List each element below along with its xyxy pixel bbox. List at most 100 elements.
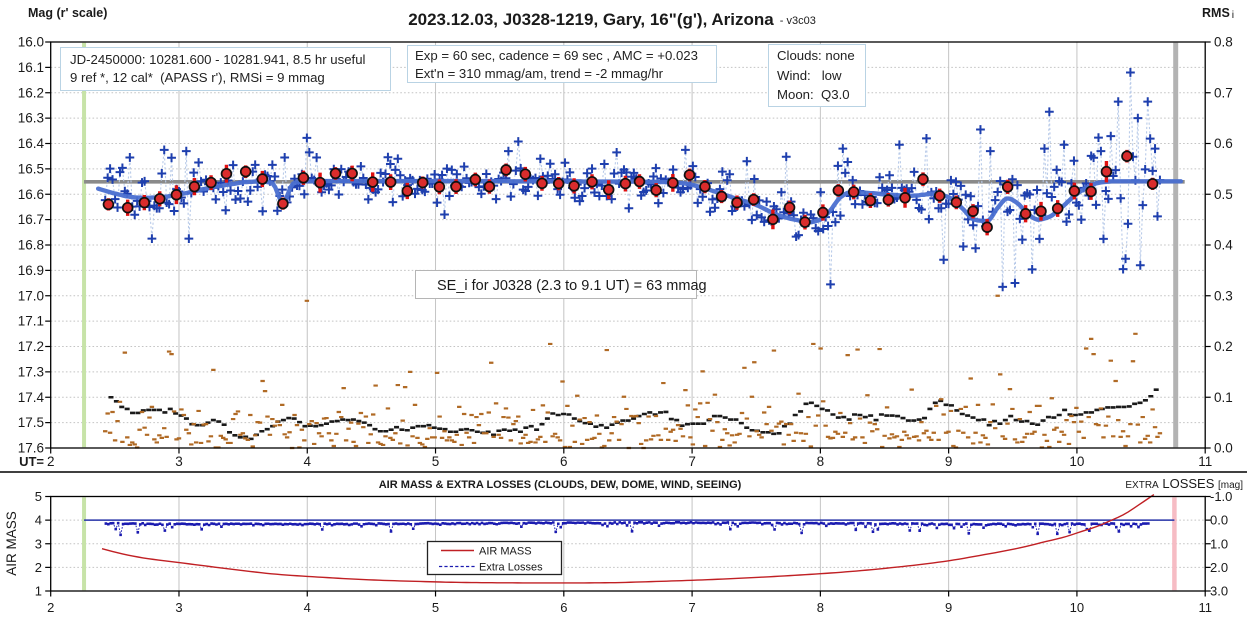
losses-tick-label: 1.0 xyxy=(1210,536,1228,551)
mag-tick-label: 17.1 xyxy=(18,314,44,329)
figure-title: 2023.12.03, J0328-1219, Gary, 16"(g'), A… xyxy=(408,10,816,29)
binned-point xyxy=(602,183,615,196)
top-x-tick-label: 8 xyxy=(817,454,825,469)
binned-point xyxy=(220,167,233,180)
annotation-box-exposure-frame xyxy=(407,45,717,83)
binned-point xyxy=(346,167,358,180)
top-x-tick-label: 5 xyxy=(432,454,440,469)
binned-point xyxy=(817,206,829,219)
binned-point xyxy=(799,216,811,228)
binned-point xyxy=(314,176,326,189)
bottom-x-tick-label: 9 xyxy=(945,600,952,615)
binned-point xyxy=(500,164,512,176)
binned-point xyxy=(950,196,963,209)
mag-tick-label: 16.2 xyxy=(18,85,44,100)
rms-tick-label: 0.8 xyxy=(1214,35,1233,50)
bottom-data-series xyxy=(101,494,1155,584)
binned-point xyxy=(519,168,532,180)
binned-point xyxy=(329,167,342,180)
annotation-box-conditions: Clouds: none Wind: low Moon: Q3.0 xyxy=(768,44,866,107)
mag-tick-label: 17.3 xyxy=(18,364,44,379)
air-mass-curve xyxy=(101,494,1155,584)
bottom-plot-title: AIR MASS & EXTRA LOSSES (CLOUDS, DEW, DO… xyxy=(379,479,742,491)
mag-tick-label: 16.9 xyxy=(18,263,44,278)
rms-tick-label: 0.7 xyxy=(1214,85,1233,100)
annotation-box-exposure: Exp = 60 sec, cadence = 69 sec , AMC = +… xyxy=(407,45,717,83)
extra-losses-label-unit: [mag] xyxy=(1218,480,1243,491)
binned-point xyxy=(188,180,201,193)
bottom-x-tick-label: 11 xyxy=(1198,600,1212,615)
losses-tick-label: 0.0 xyxy=(1210,513,1228,528)
rms-tick-label: 0.4 xyxy=(1214,238,1233,253)
binned-point xyxy=(683,169,696,181)
binned-point xyxy=(747,193,760,206)
bottom-axis-ticks xyxy=(45,495,1211,597)
bottom-reference-lines xyxy=(82,497,1177,591)
binned-point xyxy=(401,185,414,197)
binned-point xyxy=(767,213,779,226)
binned-point xyxy=(731,196,743,209)
annotation-jd-line1: JD-2450000: 10281.600 - 10281.941, 8.5 h… xyxy=(70,52,366,67)
airmass-tick-label: 2 xyxy=(35,560,42,575)
mag-tick-label: 17.2 xyxy=(18,339,44,354)
binned-point xyxy=(1085,185,1097,198)
binned-point xyxy=(899,192,911,204)
binned-point xyxy=(1019,208,1032,220)
binned-point xyxy=(256,173,269,185)
binned-point xyxy=(1051,202,1064,215)
annotation-box-sei: SE_i for J0328 (2.3 to 9.1 UT) = 63 mmag xyxy=(415,270,707,299)
airmass-tick-label: 4 xyxy=(35,513,42,528)
rms-tick-label: 0.5 xyxy=(1214,187,1233,202)
binned-point xyxy=(469,173,482,186)
binned-point xyxy=(864,194,877,207)
rms-label-text: RMS xyxy=(1202,6,1230,20)
losses-tick-label: 2.0 xyxy=(1210,560,1228,575)
bottom-x-tick-label: 6 xyxy=(560,600,567,615)
binned-point xyxy=(619,177,632,190)
rms-label-subscript: i xyxy=(1232,9,1234,21)
annotation-box-conditions-frame xyxy=(768,44,866,107)
top-x-tick-label: 4 xyxy=(304,454,312,469)
annotation-box-sei-frame xyxy=(415,270,697,299)
mag-tick-label: 16.8 xyxy=(18,238,44,253)
binned-point xyxy=(170,189,183,201)
binned-point xyxy=(416,176,429,189)
top-axis-ticks xyxy=(45,41,1211,454)
binned-point xyxy=(847,186,860,198)
annotation-moon: Moon: Q3.0 xyxy=(777,87,850,102)
bottom-x-tick-label: 8 xyxy=(817,600,824,615)
mag-tick-label: 17.6 xyxy=(18,441,44,456)
binned-point xyxy=(1121,150,1133,162)
annotation-sei-text: SE_i for J0328 (2.3 to 9.1 UT) = 63 mmag xyxy=(437,278,707,294)
binned-point xyxy=(1068,185,1081,197)
bottom-x-tick-label: 2 xyxy=(47,600,54,615)
rms-tick-label: 0.2 xyxy=(1214,339,1233,354)
binned-point xyxy=(1035,205,1047,218)
binned-point xyxy=(153,193,166,205)
binned-point xyxy=(297,172,310,184)
losses-tick-label: 3.0 xyxy=(1210,584,1228,599)
airmass-tick-label: 5 xyxy=(35,489,42,504)
mag-tick-label: 16.4 xyxy=(18,136,45,151)
binned-point xyxy=(450,180,462,193)
top-data-series xyxy=(95,68,1184,450)
binned-point xyxy=(366,176,379,188)
binned-point xyxy=(102,198,115,211)
annotation-jd-line2: 9 ref *, 12 cal* (APASS r'), RMSi = 9 mm… xyxy=(70,70,325,85)
airmass-axis-label: AIR MASS xyxy=(4,511,19,576)
annotation-box-jd-frame xyxy=(60,47,391,91)
airmass-tick-label: 3 xyxy=(35,536,42,551)
bottom-legend: AIR MASS Extra Losses xyxy=(426,540,563,576)
binned-point xyxy=(633,175,646,188)
binned-point xyxy=(138,196,151,209)
mag-tick-label: 17.5 xyxy=(18,415,44,430)
mag-tick-label: 16.5 xyxy=(18,161,44,176)
rms-tick-label: 0.6 xyxy=(1214,136,1233,151)
top-x-tick-label: 10 xyxy=(1069,454,1084,469)
rms-tick-label: 0.3 xyxy=(1214,288,1233,303)
binned-point xyxy=(568,180,580,192)
binned-point xyxy=(1146,178,1159,190)
extra-losses-markers xyxy=(104,520,1150,537)
losses-tick-label: -1.0 xyxy=(1210,489,1232,504)
